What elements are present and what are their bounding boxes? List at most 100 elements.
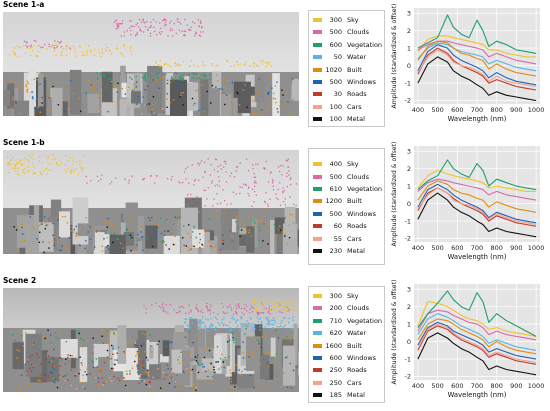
clouds-sample [229,304,231,306]
sky-sample [36,55,38,57]
built-sample [288,224,291,226]
clouds-sample [217,165,219,168]
clouds-sample [189,197,191,200]
metal-sample [182,104,184,106]
windows-sample [258,342,260,345]
clouds-sample [286,307,289,309]
windows-sample [41,96,43,99]
roads-sample [114,359,116,361]
clouds-sample [169,304,171,306]
x-tick-label: 700 [471,382,483,390]
clouds-sample [119,23,121,25]
built-sample [20,241,22,243]
sky-sample [86,54,88,56]
vegetation-sample [91,360,94,362]
legend-count: 100 [329,115,342,124]
x-axis-label: Wavelength (nm) [448,115,507,123]
clouds-sample [253,201,255,203]
built-sample [65,248,67,250]
vegetation-sample [50,342,52,344]
built-sample [272,334,275,337]
building [239,234,247,246]
clouds-sample [227,306,230,308]
building [109,234,126,254]
building [123,232,134,246]
built-sample [263,334,265,336]
clouds-sample [218,180,220,182]
y-tick-label: -1 [405,217,411,225]
built-sample [82,374,84,376]
clouds-sample [277,198,279,201]
clouds-sample [198,164,200,166]
clouds-sample [235,193,237,195]
sky-sample [12,50,15,53]
clouds-sample [130,34,132,36]
metal-sample [234,386,236,388]
roads-sample [129,373,131,375]
sky-sample [192,64,195,66]
water-sample [272,319,274,321]
vegetation-sample [104,73,106,75]
legend-count: 500 [329,78,342,86]
built-sample [63,88,66,91]
clouds-sample [254,180,256,182]
series-line-windows [417,321,537,360]
water-sample [184,318,186,320]
clouds-sample [167,35,169,37]
clouds-sample [240,307,243,310]
windows-sample [286,386,289,388]
vegetation-sample [183,372,185,374]
sky-sample [177,63,179,65]
clouds-sample [185,168,187,170]
windows-sample [141,236,143,239]
water-sample [186,324,189,326]
water-sample [236,325,239,327]
sky-sample [262,303,264,305]
clouds-sample [101,174,103,176]
vegetation-sample [286,356,288,358]
sky-sample [268,61,270,63]
clouds-sample [197,310,200,313]
metal-sample [38,241,41,243]
clouds-sample [252,164,254,166]
windows-sample [118,379,121,382]
built-sample [67,108,69,110]
vegetation-sample [80,337,82,340]
sky-sample [80,168,83,170]
clouds-sample [241,186,243,189]
built-sample [204,229,206,232]
roads-sample [147,369,150,371]
sky-sample [82,167,84,169]
sky-sample [93,49,96,51]
built-sample [107,342,110,344]
sky-sample [58,164,60,166]
clouds-sample [54,40,56,42]
clouds-sample [266,203,269,205]
building [270,337,276,357]
sky-sample [45,167,47,170]
vegetation-sample [57,337,60,340]
built-sample [189,369,192,371]
vegetation-sample [50,357,52,359]
clouds-sample [25,41,27,43]
sky-sample [182,60,184,63]
clouds-sample [200,311,202,313]
vegetation-sample [113,331,115,334]
cars-sample [157,368,159,370]
roads-sample [97,381,100,383]
sky-sample [42,173,44,175]
built-sample [261,336,263,338]
sky-sample [272,308,274,310]
clouds-sample [164,21,166,23]
clouds-sample [282,201,285,203]
water-sample [272,327,274,329]
sky-sample [273,305,275,307]
built-sample [136,363,138,366]
sky-sample [28,155,30,157]
built-sample [73,231,75,233]
clouds-sample [287,310,289,312]
built-sample [197,75,200,77]
clouds-sample [150,25,152,27]
sky-sample [74,51,76,53]
built-sample [110,222,113,224]
